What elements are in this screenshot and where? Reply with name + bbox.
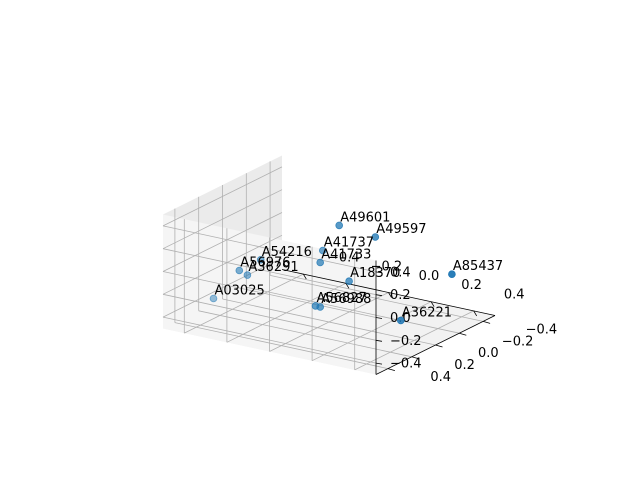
z-tick-label-3: 0.2 (390, 288, 411, 303)
z-tick-4 (375, 271, 383, 274)
grid-z-back-3 (162, 248, 377, 296)
point-label-A41737: A41737 (324, 236, 374, 251)
grid-z-left-3 (162, 189, 283, 250)
y-tick-1 (459, 332, 467, 336)
grid-x-floor-4 (354, 310, 474, 371)
z-tick-1 (375, 339, 383, 342)
grid-x-floor-3 (311, 301, 432, 362)
z-tick-2 (375, 317, 383, 319)
point-label-A36291: A36291 (248, 260, 298, 275)
z-tick-0 (375, 362, 383, 365)
x-tick-label-3: 0.2 (461, 278, 482, 293)
point-label-A85437: A85437 (453, 259, 503, 274)
data-points (209, 221, 456, 325)
data-point-A56988 (316, 303, 325, 311)
data-point-A03025 (209, 294, 218, 303)
x-tick-label-4: 0.4 (504, 287, 525, 302)
point-label-A56988: A56988 (321, 292, 371, 307)
data-point-A49597 (371, 233, 380, 241)
z-tick-label-4: 0.4 (390, 265, 411, 280)
grid-z-left-2 (162, 212, 283, 272)
grid-y-floor-4 (174, 322, 388, 369)
x-tick-label-0: −0.4 (328, 251, 360, 266)
grid-z-back-4 (162, 225, 377, 273)
x-tick-3 (430, 301, 435, 307)
point-label-A56976: A56976 (240, 256, 290, 271)
x-tick-0 (302, 273, 307, 280)
x-tick-4 (473, 310, 478, 317)
grid-y-floor-2 (222, 298, 436, 346)
data-point-A49601 (335, 221, 344, 230)
data-point-A36291 (243, 271, 252, 279)
x-tick-label-1: −0.2 (371, 260, 403, 275)
point-label-A56827: A56827 (317, 291, 367, 306)
y-tick-3 (411, 356, 419, 360)
point-label-A49601: A49601 (340, 210, 390, 225)
data-point-A18370 (345, 277, 353, 286)
data-point-A56976 (235, 266, 244, 275)
y-tick-label-4: 0.4 (430, 370, 451, 385)
z-tick-label-0: −0.4 (390, 357, 422, 372)
point-label-A54216: A54216 (262, 245, 312, 260)
y-tick-label-1: −0.2 (502, 334, 534, 349)
data-point-A85437 (448, 270, 456, 279)
y-tick-label-3: 0.2 (454, 358, 475, 373)
y-tick-label-0: −0.4 (526, 323, 558, 338)
tick-marks (302, 271, 491, 371)
z-tick-label-1: −0.2 (390, 334, 422, 349)
x-tick-1 (345, 283, 350, 289)
data-point-A41737 (318, 246, 327, 255)
point-label-A41733: A41733 (321, 248, 371, 263)
point-label-A36221: A36221 (402, 306, 452, 321)
data-point-A41733 (316, 258, 325, 267)
point-label-A18370: A18370 (350, 266, 400, 281)
data-point-A54216 (256, 255, 265, 264)
z-tick-3 (375, 294, 383, 297)
x-tick-2 (388, 292, 392, 298)
tick-labels: −0.4−0.20.00.20.4−0.4−0.20.00.20.4−0.4−0… (328, 251, 557, 385)
y-tick-label-2: 0.0 (478, 346, 499, 361)
point-label-A49597: A49597 (376, 222, 426, 237)
point-label-A03025: A03025 (215, 284, 265, 299)
data-point-A36221 (396, 316, 405, 325)
y-tick-2 (435, 344, 443, 348)
grid-z-left-4 (162, 166, 283, 227)
x-tick-label-2: 0.0 (419, 269, 440, 284)
y-tick-0 (482, 321, 491, 324)
y-tick-4 (387, 368, 396, 371)
